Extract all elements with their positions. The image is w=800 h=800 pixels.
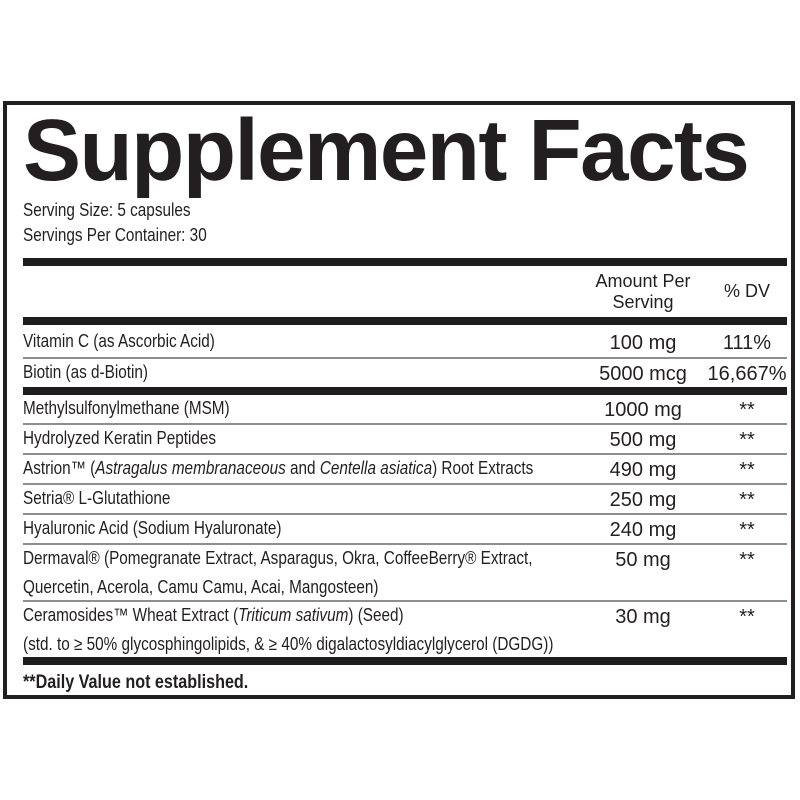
ingredient-rows-no-daily-value: Methylsulfonylmethane (MSM) 1000 mg ** Hydr… bbox=[23, 395, 787, 657]
ingredient-rows-with-daily-value: Vitamin C (as Ascorbic Acid) 100 mg 111% Bi… bbox=[23, 325, 787, 387]
serving-info: Serving Size: 5 capsules Servings Per Co… bbox=[23, 198, 787, 248]
footnote-text: **Daily Value not established. bbox=[23, 672, 249, 693]
ingredient-name: Hydrolyzed Keratin Peptides bbox=[23, 428, 217, 448]
ingredient-row: Setria® L-Glutathione 250 mg ** bbox=[23, 483, 787, 513]
ingredient-daily-value: ** bbox=[739, 429, 755, 451]
panel-title: Supplement Facts bbox=[23, 102, 750, 199]
ingredient-amount: 50 mg bbox=[615, 549, 671, 571]
ingredient-amount: 250 mg bbox=[609, 489, 677, 511]
ingredient-row: Vitamin C (as Ascorbic Acid) 100 mg 111% bbox=[23, 325, 787, 357]
column-header-amount-line2: Serving bbox=[612, 291, 674, 312]
ingredient-name: Dermaval® (Pomegranate Extract, Asparagu… bbox=[23, 548, 533, 568]
ingredient-name: Setria® L-Glutathione bbox=[23, 488, 171, 508]
ingredient-amount: 5000 mcg bbox=[599, 363, 687, 385]
footnote: **Daily Value not established. bbox=[23, 673, 787, 693]
ingredient-name: Biotin (as d-Biotin) bbox=[23, 362, 149, 382]
column-header-amount-line1: Amount Per bbox=[595, 270, 691, 291]
ingredient-row: Biotin (as d-Biotin) 5000 mcg 16,667% bbox=[23, 357, 787, 387]
column-header-amount-per-serving: Amount Per Serving bbox=[579, 271, 707, 313]
divider-bar-header bbox=[23, 317, 787, 325]
divider-bar-bottom bbox=[23, 657, 787, 665]
ingredient-daily-value: ** bbox=[739, 489, 755, 511]
serving-size-text: Serving Size: 5 capsules bbox=[23, 200, 191, 220]
divider-bar-top bbox=[23, 258, 787, 266]
ingredient-row: Ceramosides™ Wheat Extract (Triticum sat… bbox=[23, 600, 787, 657]
ingredient-daily-value: ** bbox=[739, 606, 755, 628]
divider-bar-middle bbox=[23, 387, 787, 395]
ingredient-daily-value: ** bbox=[739, 459, 755, 481]
column-header-dv: % DV bbox=[723, 281, 770, 301]
ingredient-amount: 240 mg bbox=[609, 519, 677, 541]
ingredient-row: Hyaluronic Acid (Sodium Hyaluronate) 240 … bbox=[23, 513, 787, 543]
ingredient-row: Astrion™ (Astragalus membranaceous and C… bbox=[23, 453, 787, 483]
supplement-facts-panel: Supplement Facts Serving Size: 5 capsule… bbox=[3, 101, 795, 699]
ingredient-amount: 490 mg bbox=[609, 459, 677, 481]
ingredient-daily-value: ** bbox=[739, 399, 755, 421]
ingredient-amount: 500 mg bbox=[609, 429, 677, 451]
ingredient-daily-value: ** bbox=[739, 519, 755, 541]
ingredient-daily-value: 111% bbox=[722, 332, 772, 354]
ingredient-amount: 100 mg bbox=[609, 332, 677, 354]
ingredient-row: Hydrolyzed Keratin Peptides 500 mg ** bbox=[23, 423, 787, 453]
ingredient-amount: 30 mg bbox=[615, 606, 671, 628]
ingredient-name: Hyaluronic Acid (Sodium Hyaluronate) bbox=[23, 518, 282, 538]
ingredient-name: Vitamin C (as Ascorbic Acid) bbox=[23, 331, 215, 351]
ingredient-name: Astrion™ (Astragalus membranaceous and C… bbox=[23, 458, 534, 478]
serving-size-line: Serving Size: 5 capsules bbox=[23, 198, 787, 223]
ingredient-name-continued: Quercetin, Acerola, Camu Camu, Acai, Man… bbox=[23, 577, 379, 597]
ingredient-row: Methylsulfonylmethane (MSM) 1000 mg ** bbox=[23, 395, 787, 423]
ingredient-row: Dermaval® (Pomegranate Extract, Asparagu… bbox=[23, 543, 787, 600]
ingredient-name: Ceramosides™ Wheat Extract (Triticum sat… bbox=[23, 605, 404, 625]
ingredient-name-continued: (std. to ≥ 50% glycosphingolipids, & ≥ 4… bbox=[23, 634, 554, 654]
ingredient-daily-value: 16,667% bbox=[707, 363, 787, 385]
servings-per-container-text: Servings Per Container: 30 bbox=[23, 225, 207, 245]
ingredient-amount: 1000 mg bbox=[604, 399, 682, 421]
table-header-row: Amount Per Serving % DV bbox=[23, 266, 787, 317]
ingredient-name: Methylsulfonylmethane (MSM) bbox=[23, 398, 230, 418]
ingredient-daily-value: ** bbox=[739, 549, 755, 571]
servings-per-container-line: Servings Per Container: 30 bbox=[23, 223, 787, 248]
